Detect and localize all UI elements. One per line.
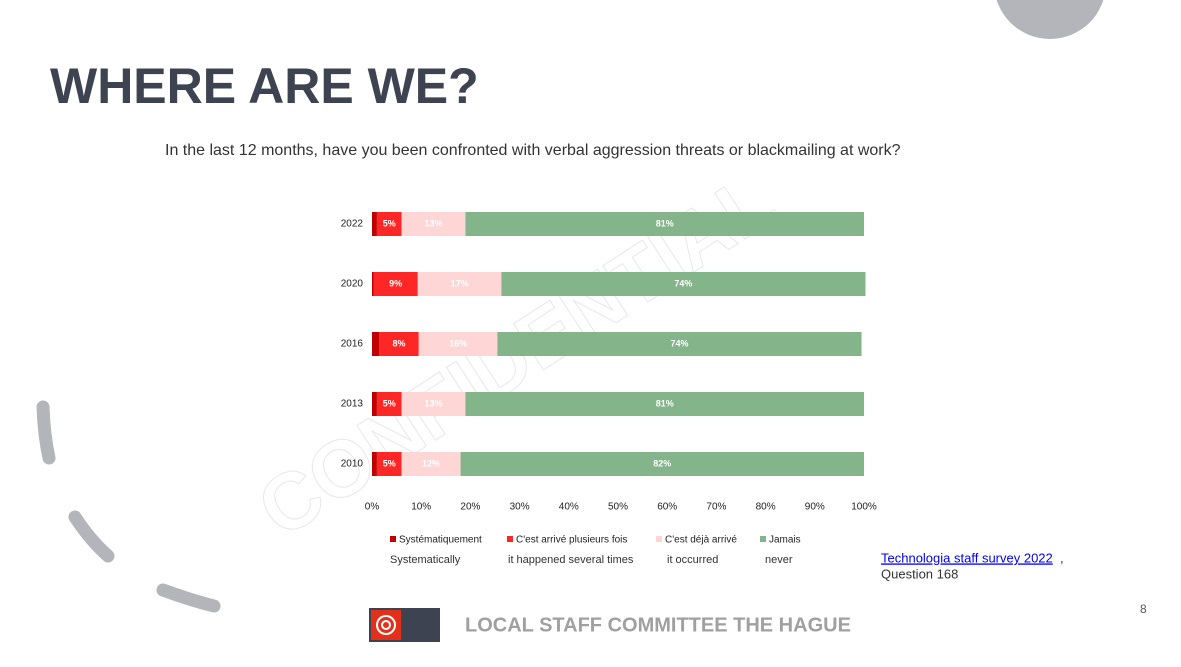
legend-swatch bbox=[656, 536, 662, 542]
bar-segment bbox=[376, 212, 402, 236]
x-tick-label: 10% bbox=[411, 502, 431, 513]
data-label: 13% bbox=[424, 218, 442, 228]
decor-circle bbox=[996, 0, 1104, 39]
footer: LOCAL STAFF COMMITTEE THE HAGUE bbox=[465, 614, 851, 636]
x-tick-label: 40% bbox=[559, 502, 579, 513]
bar-segment bbox=[465, 392, 864, 416]
bar-segment bbox=[379, 332, 419, 356]
x-tick-label: 20% bbox=[460, 502, 480, 513]
legend-swatch bbox=[507, 536, 513, 542]
legend-label: Jamais bbox=[769, 535, 801, 546]
slide-title: WHERE ARE WE? bbox=[50, 58, 479, 114]
data-label: 82% bbox=[653, 458, 671, 468]
bar-segment bbox=[401, 392, 466, 416]
bar-segment bbox=[372, 212, 377, 236]
source-detail: Question 168 bbox=[881, 566, 958, 581]
x-tick-label: 70% bbox=[706, 502, 726, 513]
x-tick-label: 100% bbox=[851, 502, 877, 513]
y-tick-label: 2016 bbox=[341, 339, 364, 350]
legend-label: C'est arrivé plusieurs fois bbox=[516, 535, 627, 546]
bar-segment bbox=[372, 452, 377, 476]
logo bbox=[369, 608, 440, 642]
data-label: 17% bbox=[451, 278, 469, 288]
bar-segment bbox=[373, 272, 418, 296]
y-tick-label: 2022 bbox=[341, 219, 364, 230]
bar-segment bbox=[401, 452, 461, 476]
x-tick-label: 50% bbox=[608, 502, 628, 513]
y-tick-label: 2020 bbox=[341, 279, 364, 290]
data-label: 5% bbox=[383, 398, 396, 408]
bar-segment bbox=[372, 272, 374, 296]
x-tick-label: 80% bbox=[756, 502, 776, 513]
data-label: 5% bbox=[383, 458, 396, 468]
bar-segment bbox=[418, 332, 498, 356]
legend-label: C'est déjà arrivé bbox=[665, 535, 737, 546]
data-label: 9% bbox=[389, 278, 402, 288]
data-label: 81% bbox=[656, 398, 674, 408]
bar-segment bbox=[465, 212, 864, 236]
legend-translation: it occurred bbox=[667, 554, 718, 566]
x-tick-label: 60% bbox=[657, 502, 677, 513]
data-label: 74% bbox=[674, 278, 692, 288]
data-label: 8% bbox=[393, 338, 406, 348]
data-label: 12% bbox=[422, 458, 440, 468]
data-label: 5% bbox=[383, 218, 396, 228]
data-label: 81% bbox=[656, 218, 674, 228]
bar-segment bbox=[376, 392, 402, 416]
x-tick-label: 0% bbox=[365, 502, 380, 513]
legend-swatch bbox=[760, 536, 766, 542]
bar-segment bbox=[401, 212, 466, 236]
bar-segment bbox=[460, 452, 864, 476]
legend-translation: Systematically bbox=[390, 554, 461, 566]
page-number: 8 bbox=[1140, 602, 1147, 616]
source-separator: , bbox=[1060, 550, 1064, 565]
y-tick-label: 2013 bbox=[341, 399, 364, 410]
chart-subtitle: In the last 12 months, have you been con… bbox=[165, 142, 901, 159]
x-tick-label: 30% bbox=[510, 502, 530, 513]
legend-label: Systématiquement bbox=[399, 535, 482, 546]
legend-swatch bbox=[390, 536, 396, 542]
legend-translation: never bbox=[765, 554, 793, 566]
y-tick-label: 2010 bbox=[341, 459, 364, 470]
x-tick-label: 90% bbox=[805, 502, 825, 513]
bar-segment bbox=[372, 332, 380, 356]
bar-segment bbox=[376, 452, 402, 476]
data-label: 74% bbox=[670, 338, 688, 348]
bar-segment bbox=[417, 272, 502, 296]
source-link[interactable]: Technologia staff survey 2022 bbox=[881, 550, 1053, 565]
bar-segment bbox=[501, 272, 866, 296]
data-label: 13% bbox=[424, 398, 442, 408]
bar-segment bbox=[372, 392, 377, 416]
data-label: 16% bbox=[449, 338, 467, 348]
decor-arc bbox=[36, 400, 221, 613]
legend-translation: it happened several times bbox=[508, 554, 634, 566]
bar-segment bbox=[497, 332, 862, 356]
